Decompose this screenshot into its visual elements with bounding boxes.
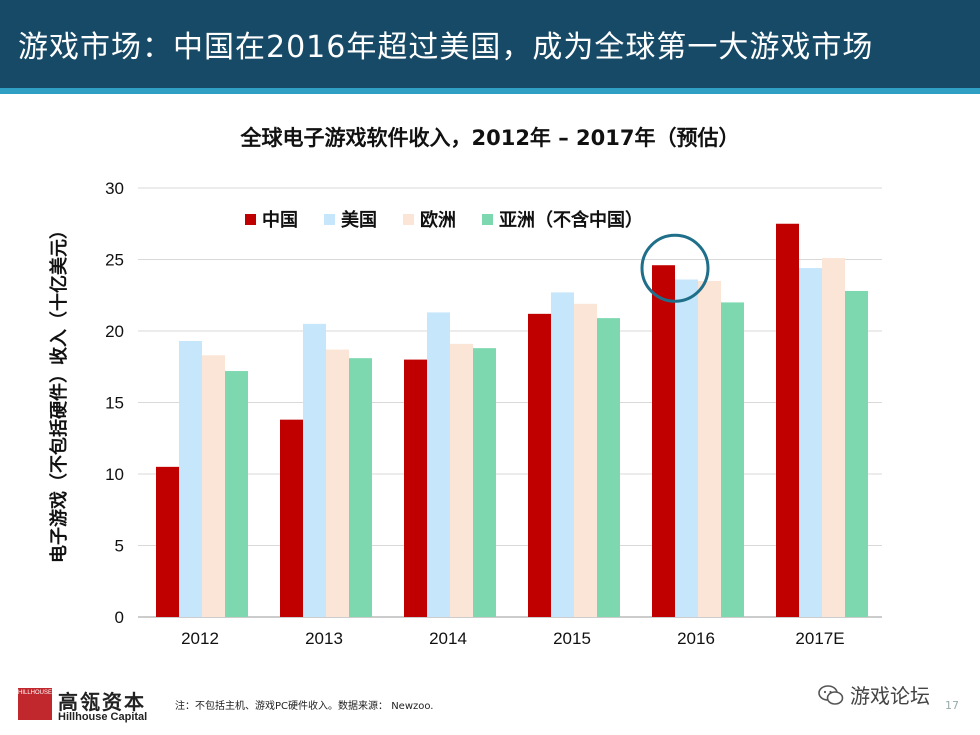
legend-label: 美国 <box>341 210 377 231</box>
bar <box>473 348 496 617</box>
bar <box>698 280 721 617</box>
x-tick-label: 2016 <box>677 629 715 648</box>
legend-swatch <box>403 213 414 225</box>
source-footnote: 注：不包括主机、游戏PC硬件收入。数据来源： Newzoo. <box>175 701 434 712</box>
bar <box>652 265 675 617</box>
legend-item: 亚洲（不含中国） <box>482 206 643 232</box>
bar <box>551 292 574 617</box>
watermark-text: 游戏论坛 <box>850 684 930 708</box>
bar <box>721 302 744 617</box>
bar <box>326 349 349 617</box>
bar <box>202 355 225 617</box>
x-tick-label: 2013 <box>305 629 343 648</box>
bar <box>404 359 427 617</box>
bar <box>179 341 202 617</box>
legend-item: 美国 <box>324 206 377 232</box>
watermark: 游戏论坛 <box>818 680 930 709</box>
x-tick-label: 2017E <box>795 629 844 648</box>
wechat-icon <box>818 684 844 705</box>
bar <box>574 303 597 617</box>
logo-text: HILLHOUSE <box>18 690 53 696</box>
hillhouse-logo: HILLHOUSE <box>18 688 52 720</box>
company-name-en: Hillhouse Capital <box>58 711 148 723</box>
bar <box>528 313 551 617</box>
bar <box>156 466 179 617</box>
y-tick-label: 30 <box>105 179 124 198</box>
bar <box>450 343 473 617</box>
bar <box>280 419 303 617</box>
bar <box>597 318 620 617</box>
y-tick-label: 5 <box>115 537 124 556</box>
chart-title: 全球电子游戏软件收入，2012年 – 2017年（预估） <box>240 126 740 150</box>
y-tick-label: 10 <box>105 465 124 484</box>
legend-label: 亚洲（不含中国） <box>499 210 643 231</box>
legend-label: 欧洲 <box>420 210 456 231</box>
y-tick-label: 20 <box>105 322 124 341</box>
legend-swatch <box>245 213 256 225</box>
highlight-circle <box>640 233 710 303</box>
legend-label: 中国 <box>262 210 298 231</box>
bar <box>675 279 698 617</box>
bar <box>776 223 799 617</box>
legend-item: 欧洲 <box>403 206 456 232</box>
bar <box>845 290 868 617</box>
legend-swatch <box>324 213 335 225</box>
bar <box>303 323 326 617</box>
page-title: 游戏市场：中国在2016年超过美国，成为全球第一大游戏市场 <box>18 30 874 65</box>
y-tick-label: 15 <box>105 394 124 413</box>
legend-item: 中国 <box>245 206 298 232</box>
company-name-cn: 高瓴资本 <box>58 690 146 714</box>
bar <box>799 268 822 617</box>
x-tick-label: 2015 <box>553 629 591 648</box>
x-tick-label: 2014 <box>429 629 467 648</box>
header-accent-line <box>0 88 980 94</box>
bar <box>225 371 248 617</box>
bar <box>427 312 450 617</box>
x-tick-label: 2012 <box>181 629 219 648</box>
header-bar <box>0 0 980 88</box>
bar <box>349 358 372 617</box>
bar <box>822 258 845 617</box>
page-number: 17 <box>945 699 959 712</box>
y-tick-label: 25 <box>105 251 124 270</box>
y-tick-label: 0 <box>115 608 124 627</box>
chart-legend: 中国 美国 欧洲 亚洲（不含中国） <box>245 206 643 232</box>
legend-swatch <box>482 213 493 225</box>
